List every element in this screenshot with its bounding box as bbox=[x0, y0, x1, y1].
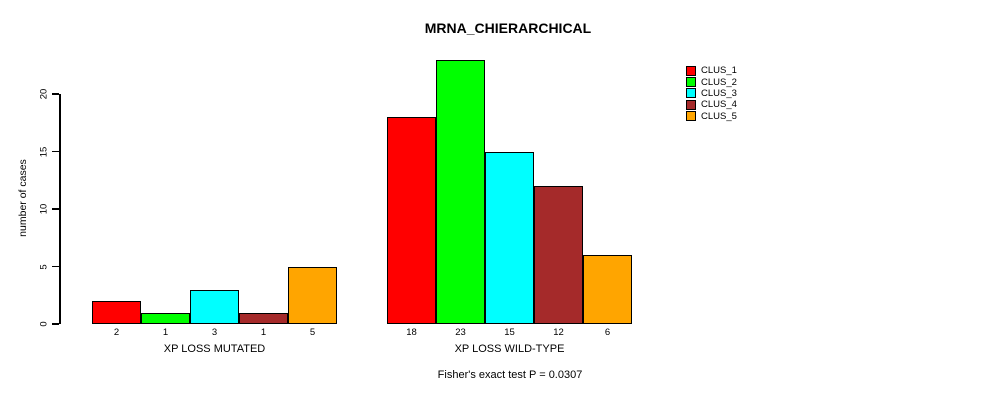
bar-value-label: 23 bbox=[455, 327, 466, 338]
legend-label: CLUS_5 bbox=[701, 110, 737, 122]
y-tick-label: 10 bbox=[38, 203, 50, 215]
legend-swatch-clus_4 bbox=[686, 99, 696, 110]
y-tick-label: 20 bbox=[38, 88, 50, 100]
chart-title: MRNA_CHIERARCHICAL bbox=[424, 20, 592, 36]
bar-value-label: 5 bbox=[309, 327, 316, 338]
bar-clus_5-group2 bbox=[583, 255, 632, 324]
bar-value-label: 12 bbox=[553, 327, 564, 338]
bar-value-label: 6 bbox=[604, 327, 611, 338]
y-tick-mark bbox=[52, 150, 59, 153]
legend-swatch-clus_5 bbox=[686, 111, 696, 122]
legend-swatch-clus_1 bbox=[686, 65, 696, 76]
y-tick-label: 0 bbox=[38, 321, 50, 327]
legend-item: CLUS_2 bbox=[686, 76, 737, 88]
y-tick-mark bbox=[52, 323, 59, 325]
bar-clus_3-group2 bbox=[485, 151, 534, 324]
bar-value-label: 3 bbox=[211, 327, 218, 338]
bar-value-label: 1 bbox=[260, 327, 267, 338]
bar-clus_5-group1 bbox=[288, 266, 337, 324]
legend-item: CLUS_5 bbox=[686, 111, 737, 122]
y-tick-label: 15 bbox=[38, 146, 50, 157]
legend-item: CLUS_3 bbox=[686, 88, 737, 99]
legend-item: CLUS_1 bbox=[686, 65, 737, 76]
legend-item: CLUS_4 bbox=[686, 99, 737, 110]
y-axis-line bbox=[59, 94, 61, 324]
bar-clus_4-group1 bbox=[239, 312, 288, 324]
bar-value-label: 15 bbox=[504, 327, 515, 338]
legend-swatch-clus_3 bbox=[686, 88, 696, 99]
legend-label: CLUS_3 bbox=[701, 87, 737, 99]
bar-clus_2-group2 bbox=[436, 59, 485, 324]
bar-clus_1-group2 bbox=[387, 117, 436, 324]
y-tick-mark bbox=[52, 208, 59, 210]
bar-clus_3-group1 bbox=[190, 289, 239, 324]
annotation-text: Fisher's exact test P = 0.0307 bbox=[437, 369, 583, 381]
bar-value-label: 2 bbox=[113, 327, 120, 338]
legend-label: CLUS_1 bbox=[701, 65, 737, 77]
legend-label: CLUS_4 bbox=[701, 99, 737, 111]
legend: CLUS_1 CLUS_2 CLUS_3 CLUS_4 CLUS_5 bbox=[686, 65, 737, 122]
group-label: XP LOSS WILD-TYPE bbox=[454, 343, 565, 355]
y-tick-mark bbox=[52, 265, 59, 268]
bar-clus_4-group2 bbox=[534, 186, 583, 324]
y-axis-label: number of cases bbox=[17, 159, 29, 237]
legend-swatch-clus_2 bbox=[686, 77, 696, 88]
y-tick-label: 5 bbox=[38, 263, 50, 270]
y-tick-mark bbox=[52, 93, 59, 95]
group-label: XP LOSS MUTATED bbox=[163, 343, 266, 355]
bar-clus_2-group1 bbox=[141, 312, 190, 324]
bar-clus_1-group1 bbox=[92, 301, 141, 324]
bar-value-label: 1 bbox=[162, 327, 169, 338]
legend-label: CLUS_2 bbox=[701, 76, 737, 88]
bar-value-label: 18 bbox=[406, 327, 417, 338]
